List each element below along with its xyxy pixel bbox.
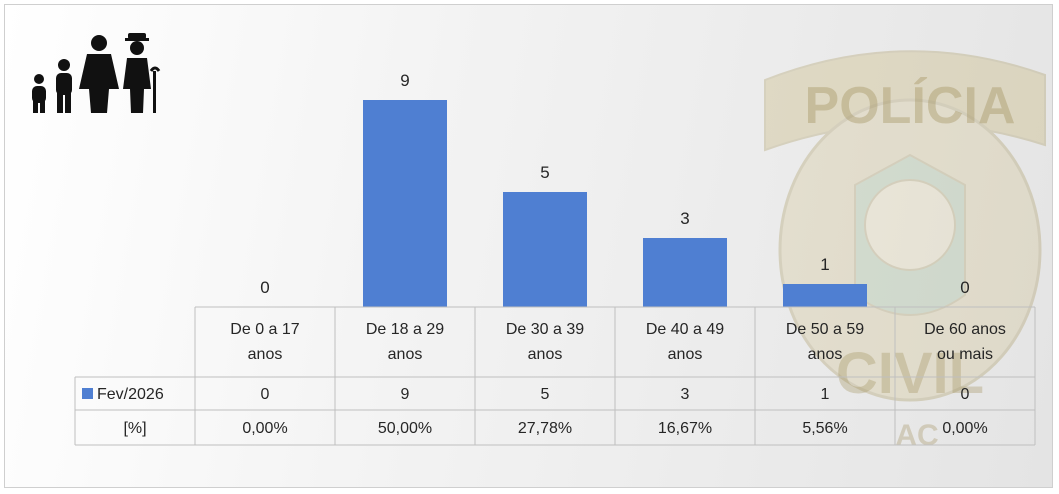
category-label-4-1: anos <box>808 346 843 363</box>
category-label-4-0: De 50 a 59 <box>786 321 864 338</box>
category-label-0-1: anos <box>248 346 283 363</box>
bar-value-label-5: 0 <box>960 278 969 297</box>
bar-value-label-4: 1 <box>820 255 829 274</box>
bar-value-label-0: 0 <box>260 278 269 297</box>
table-cell-0-3: 3 <box>681 386 690 403</box>
legend-key <box>82 388 93 399</box>
table-cell-0-4: 1 <box>821 386 830 403</box>
table-cell-1-3: 16,67% <box>658 420 712 437</box>
table-cell-1-0: 0,00% <box>242 420 287 437</box>
category-label-1-1: anos <box>388 346 423 363</box>
category-label-2-0: De 30 a 39 <box>506 321 584 338</box>
category-label-5-0: De 60 anos <box>924 321 1006 338</box>
data-table-text: De 0 a 17 anos De 18 a 29 anos De 30 a 39 ano… <box>82 321 1006 437</box>
category-label-3-0: De 40 a 49 <box>646 321 724 338</box>
table-row-label-1: [%] <box>123 420 146 437</box>
bar-4 <box>783 284 867 307</box>
bar-2 <box>503 192 587 307</box>
bars-group <box>363 100 867 307</box>
table-cell-1-4: 5,56% <box>802 420 847 437</box>
table-cell-0-1: 9 <box>401 386 410 403</box>
category-label-3-1: anos <box>668 346 703 363</box>
table-cell-1-5: 0,00% <box>942 420 987 437</box>
table-cell-0-0: 0 <box>261 386 270 403</box>
table-cell-0-5: 0 <box>961 386 970 403</box>
table-cell-1-1: 50,00% <box>378 420 432 437</box>
bar-value-label-2: 5 <box>540 163 549 182</box>
bar-value-label-3: 3 <box>680 209 689 228</box>
category-label-0-0: De 0 a 17 <box>230 321 299 338</box>
bar-3 <box>643 238 727 307</box>
bar-1 <box>363 100 447 307</box>
table-cell-0-2: 5 <box>541 386 550 403</box>
table-row-label-0: Fev/2026 <box>97 386 164 403</box>
age-distribution-chart: 0 9 5 3 1 0 De 0 a 17 anos De 18 a 29 anos De 30 … <box>5 5 1053 488</box>
category-label-1-0: De 18 a 29 <box>366 321 444 338</box>
category-label-5-1: ou mais <box>937 346 993 363</box>
table-cell-1-2: 27,78% <box>518 420 572 437</box>
category-label-2-1: anos <box>528 346 563 363</box>
bar-value-label-1: 9 <box>400 71 409 90</box>
